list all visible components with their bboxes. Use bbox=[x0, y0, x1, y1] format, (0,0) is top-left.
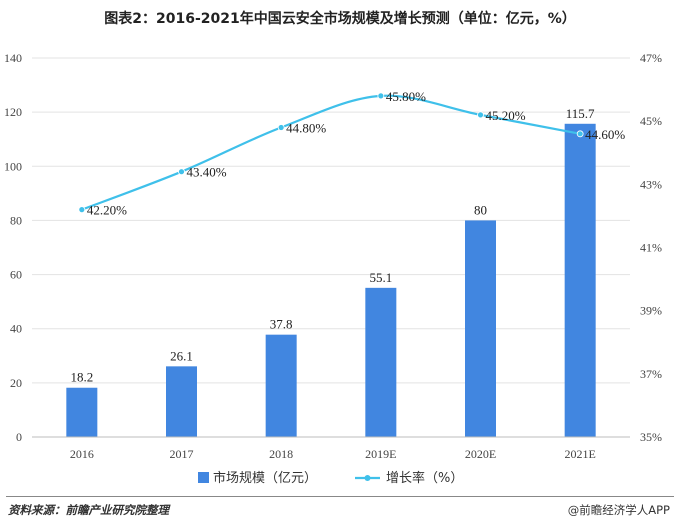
line-data-label: 44.60% bbox=[585, 127, 625, 142]
bar bbox=[365, 287, 397, 437]
line-point bbox=[477, 111, 484, 119]
bar-data-label: 18.2 bbox=[70, 370, 93, 385]
left-tick-label: 60 bbox=[10, 268, 22, 282]
x-tick-label: 2017 bbox=[170, 447, 194, 461]
x-tick-label: 2020E bbox=[465, 447, 496, 461]
gridlines bbox=[32, 57, 630, 438]
legend-bar-swatch bbox=[198, 472, 209, 483]
bar bbox=[166, 366, 197, 437]
bar-data-label: 55.1 bbox=[369, 270, 392, 285]
x-axis: 2016 2017 2018 2019E 2020E 2021E bbox=[32, 436, 630, 461]
bar-data-label: 26.1 bbox=[170, 348, 193, 363]
growth-line bbox=[81, 94, 581, 211]
line-point bbox=[78, 206, 86, 214]
bar bbox=[265, 334, 297, 437]
line-data-label: 43.40% bbox=[187, 165, 227, 180]
left-tick-label: 20 bbox=[10, 376, 22, 390]
left-tick-label: 40 bbox=[10, 322, 22, 336]
source-note: 资料来源：前瞻产业研究院整理 bbox=[8, 503, 169, 517]
line-data-label: 44.80% bbox=[286, 120, 326, 135]
right-tick-label: 35% bbox=[640, 430, 662, 444]
right-tick-label: 47% bbox=[640, 51, 662, 65]
left-tick-label: 0 bbox=[16, 430, 22, 444]
right-tick-label: 45% bbox=[640, 114, 662, 128]
bar-data-label: 37.8 bbox=[270, 317, 293, 332]
line-point bbox=[277, 124, 285, 131]
x-tick-label: 2018 bbox=[269, 447, 293, 461]
left-tick-label: 80 bbox=[10, 213, 22, 227]
line-data-label: 42.20% bbox=[87, 203, 127, 218]
x-tick-label: 2021E bbox=[564, 447, 595, 461]
left-y-axis: 0 20 40 60 80 100 120 140 bbox=[4, 51, 22, 444]
x-tick-label: 2019E bbox=[365, 447, 396, 461]
footer-divider bbox=[6, 496, 674, 497]
right-tick-label: 37% bbox=[640, 367, 662, 381]
legend-bar-label: 市场规模（亿元） bbox=[213, 470, 317, 486]
chart: 0 20 40 60 80 100 120 140 35% 37% 39% 41% 43% 45% 47%… bbox=[4, 51, 662, 486]
bar-series: 18.2 26.1 37.8 55.1 80 115.7 bbox=[66, 106, 596, 437]
right-y-axis: 35% 37% 39% 41% 43% 45% 47% bbox=[640, 51, 662, 444]
chart-title: 图表2：2016-2021年中国云安全市场规模及增长预测（单位：亿元，%） bbox=[104, 11, 576, 27]
line-point bbox=[377, 92, 385, 100]
bar-data-label: 80 bbox=[474, 202, 487, 217]
legend-line-marker bbox=[364, 475, 371, 481]
line-point bbox=[576, 130, 584, 138]
bar bbox=[66, 387, 98, 437]
x-tick-label: 2016 bbox=[70, 447, 94, 461]
right-tick-label: 41% bbox=[640, 241, 662, 255]
line-data-label: 45.20% bbox=[486, 108, 526, 123]
bar bbox=[564, 123, 596, 437]
bar bbox=[465, 220, 496, 437]
legend-line-label: 增长率（%） bbox=[386, 470, 463, 486]
line-series: 42.20% 43.40% 44.80% 45.80% 45.20% 44.60% bbox=[78, 89, 625, 218]
left-tick-label: 100 bbox=[4, 159, 22, 173]
line-point bbox=[178, 168, 185, 176]
right-tick-label: 39% bbox=[640, 304, 662, 318]
left-tick-label: 140 bbox=[4, 51, 22, 65]
line-data-label: 45.80% bbox=[386, 89, 426, 104]
bar-data-label: 115.7 bbox=[566, 106, 595, 121]
legend: 市场规模（亿元） 增长率（%） bbox=[198, 470, 463, 486]
left-tick-label: 120 bbox=[4, 105, 22, 119]
right-tick-label: 43% bbox=[640, 177, 662, 191]
brand-credit: @前瞻经济学人APP bbox=[567, 503, 670, 517]
